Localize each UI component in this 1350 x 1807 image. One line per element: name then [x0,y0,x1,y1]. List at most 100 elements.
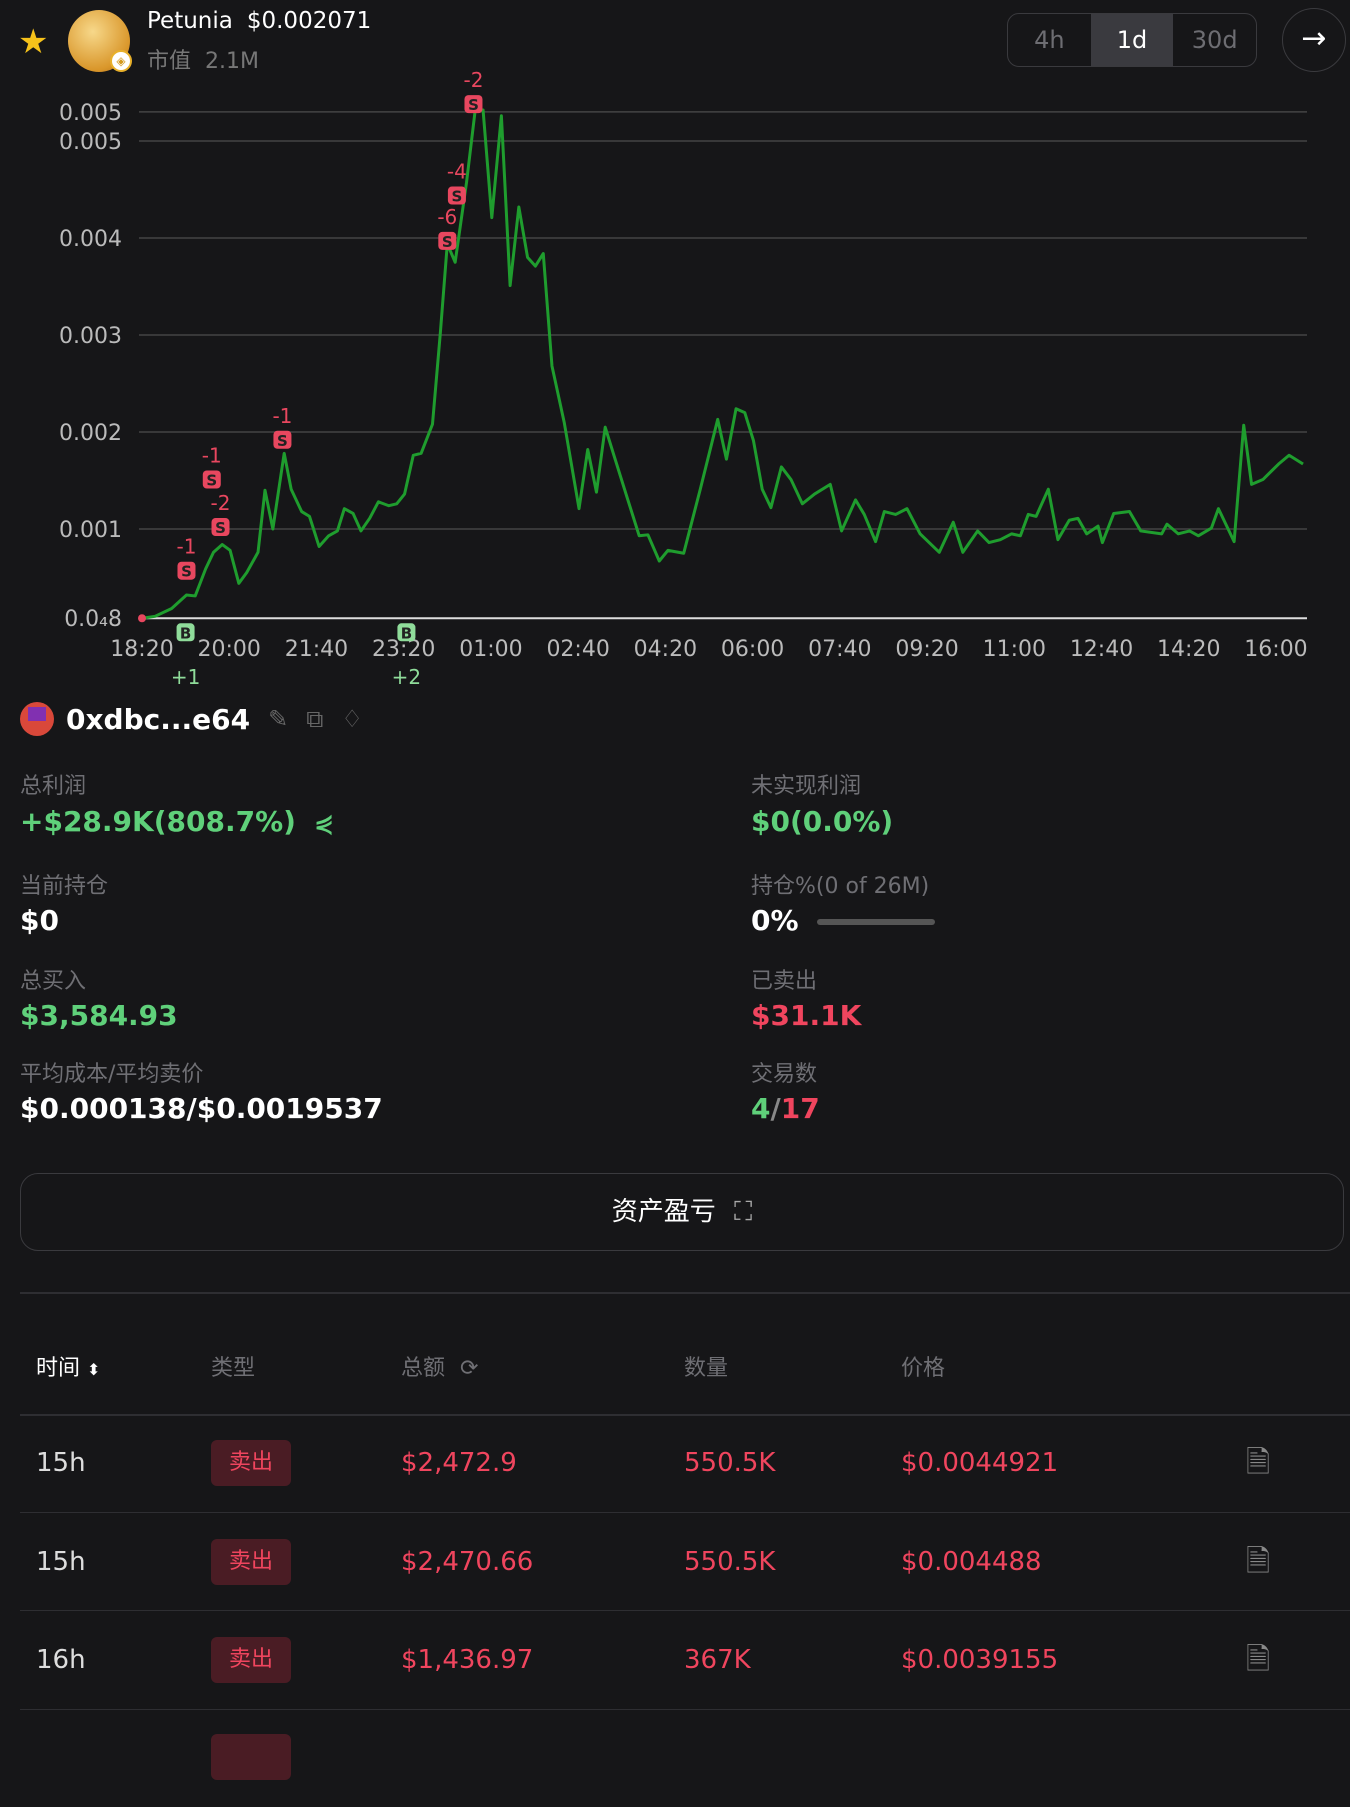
avg-value: $0.000138/$0.0019537 [20,1092,383,1125]
row-total: $2,470.66 [401,1547,534,1577]
sell-marker [464,95,483,114]
copy-icon[interactable]: ⧉ [306,705,324,733]
tx-label: 交易数 [751,1062,818,1087]
tx-detail-icon[interactable]: 🗎 [1246,1544,1271,1579]
divider [20,1292,1350,1294]
row-price: $0.0044921 [901,1448,1059,1478]
marker-type: S [215,519,226,537]
sell-marker [177,561,196,580]
marker-type: B [180,624,191,642]
total-buy-label: 总买入 [20,969,87,994]
type-badge: 卖出 [211,1637,291,1683]
y-tick-label: 0.001 [59,518,122,543]
sort-icon: ⬍ [87,1360,101,1379]
marker-type: S [442,233,453,251]
buy-marker [176,623,195,642]
holding-pct-label: 持仓%(0 of 26M) [751,874,930,899]
sell-marker [211,518,230,537]
x-tick-label: 04:20 [634,637,697,662]
total-profit: +$28.9K(808.7%) [20,805,296,838]
marker-type: B [401,624,412,642]
total-buy-value: $3,584.93 [20,999,178,1032]
tx-detail-icon[interactable]: 🗎 [1246,1642,1271,1677]
row-time: 15h [36,1448,86,1478]
tab-1d[interactable]: 1d [1090,14,1174,66]
avatar [20,702,54,736]
marker-label: -2 [211,491,231,515]
marker-label: +2 [392,665,421,688]
sold-label: 已卖出 [751,969,818,994]
edit-icon[interactable]: ✎ [268,705,289,733]
scan-icon: ⛶ [734,1197,753,1227]
y-tick-label: 0.002 [59,421,122,446]
x-tick-label: 02:40 [546,637,609,662]
row-total: $1,436.97 [401,1645,534,1675]
header-price: 价格 [901,1356,946,1381]
marker-label: -1 [272,404,292,428]
marker-type: S [181,563,192,581]
table-row[interactable]: 15h 卖出 $2,470.66 550.5K $0.004488 🗎 [20,1512,1350,1610]
unrealized-label: 未实现利润 [751,774,862,799]
wallet-address: 0xdbc...e64 [66,702,251,736]
row-price: $0.004488 [901,1547,1042,1577]
header-time-label: 时间 [36,1356,81,1381]
total-profit-value: +$28.9K(808.7%) ⋞ [20,805,334,838]
x-tick-label: 01:00 [459,637,522,662]
header-amount: 数量 [684,1356,729,1381]
favorite-star-icon[interactable]: ★ [18,22,49,62]
holding-value: $0 [20,904,59,937]
refresh-icon[interactable]: ⟳ [460,1356,479,1381]
marker-label: -4 [447,160,467,184]
tag-icon[interactable]: ♢ [341,705,363,733]
table-row[interactable]: 15h 卖出 $2,472.9 550.5K $0.0044921 🗎 [20,1414,1350,1512]
marker-label: +1 [171,665,200,688]
price-chart: 0.005 0.005 0.004 0.003 0.002 0.001 0.0₄8 18:20… [59,68,1308,688]
token-title: Petunia $0.002071 [147,8,371,34]
tab-30d[interactable]: 30d [1191,26,1238,54]
type-badge [211,1734,291,1780]
marker-type: S [468,96,479,114]
avg-label: 平均成本/平均卖价 [20,1062,204,1087]
x-tick-label: 14:20 [1157,637,1220,662]
sell-marker [447,186,466,205]
x-tick-label: 18:20 [110,637,173,662]
marker-type: S [451,188,462,206]
x-tick-label: 16:00 [1244,637,1307,662]
tx-sells: 17 [780,1092,820,1125]
sell-marker [438,231,457,250]
share-icon[interactable]: ⋞ [313,809,335,837]
arrow-right-icon[interactable]: → [1282,8,1346,72]
chain-badge-icon: ◈ [110,50,132,72]
x-tick-label: 09:20 [895,637,958,662]
wallet-row: 0xdbc...e64 ✎ ⧉ ♢ [20,702,363,736]
y-tick-label: 0.004 [59,227,122,252]
mcap-value: 2.1M [205,49,259,74]
sell-marker [202,470,221,489]
header-time[interactable]: 时间 ⬍ [36,1350,100,1382]
row-total: $2,472.9 [401,1448,517,1478]
holding-progress-bar [816,919,935,925]
price-line [141,108,1304,620]
tab-4h[interactable]: 4h [1034,26,1065,54]
pnl-button[interactable]: 资产盈亏 ⛶ [20,1173,1344,1251]
divider [20,1414,1350,1416]
x-tick-label: 12:40 [1070,637,1133,662]
marker-label: -2 [463,68,483,92]
marker-type: S [277,432,288,450]
y-tick-label: 0.005 [59,130,122,155]
table-row[interactable]: 16h 卖出 $1,436.97 367K $0.0039155 🗎 [20,1610,1350,1708]
unrealized-value: $0(0.0%) [751,805,894,838]
token-name: Petunia [147,8,233,34]
buy-marker [397,623,416,642]
type-badge: 卖出 [211,1440,291,1486]
x-tick-label: 11:00 [983,637,1046,662]
header-total-label: 总额 [401,1356,446,1381]
tx-detail-icon[interactable]: 🗎 [1246,1445,1271,1480]
marker-label: -1 [177,535,197,559]
pnl-button-label: 资产盈亏 [611,1197,716,1227]
holding-pct-value: 0% [751,904,799,937]
start-point [138,614,146,623]
sell-marker [273,430,292,449]
x-tick-label: 21:40 [285,637,348,662]
tx-sep: / [770,1092,781,1125]
